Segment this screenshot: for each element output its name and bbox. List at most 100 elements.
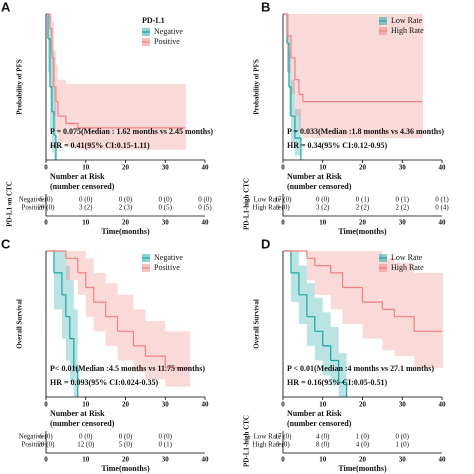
survival-step bbox=[105, 316, 119, 332]
panel-label: B bbox=[261, 0, 270, 14]
survival-step bbox=[298, 93, 304, 102]
panel-label: A bbox=[1, 0, 11, 14]
survival-step bbox=[394, 316, 415, 332]
survival-step bbox=[342, 286, 364, 303]
survival-step bbox=[51, 57, 55, 87]
confidence-band bbox=[105, 283, 118, 346]
x-tick-label: 20 bbox=[122, 401, 130, 409]
risk-cell: 0 (0) bbox=[119, 433, 133, 441]
annotation: P < 0.01(Median :4 months vs 27.1 months… bbox=[287, 364, 434, 373]
risk-axes bbox=[45, 431, 205, 454]
confidence-band bbox=[314, 251, 331, 295]
survival-step bbox=[55, 101, 59, 117]
risk-title: Number at Risk bbox=[50, 409, 105, 418]
survival-step bbox=[93, 301, 107, 317]
confidence-band bbox=[442, 272, 443, 368]
confidence-band bbox=[306, 283, 315, 346]
risk-cell: 2 (2) bbox=[356, 204, 370, 212]
risk-subtitle: (number censored) bbox=[287, 419, 352, 428]
x-tick-label: 0 bbox=[281, 401, 285, 409]
risk-x-tick-label: 10 bbox=[319, 219, 327, 227]
survival-step bbox=[294, 137, 302, 160]
survival-step bbox=[61, 294, 67, 317]
risk-cell: 1 (0) bbox=[356, 433, 370, 441]
risk-y-label: PD-L1-high CTC bbox=[243, 415, 251, 467]
risk-cell: 0 (0) bbox=[198, 196, 212, 204]
risk-x-tick-label: 30 bbox=[162, 456, 170, 464]
confidence-band bbox=[165, 331, 190, 387]
survival-step bbox=[117, 330, 135, 346]
x-tick-label: 30 bbox=[162, 164, 170, 172]
survival-step bbox=[298, 294, 308, 317]
risk-x-tick-label: 40 bbox=[202, 456, 210, 464]
y-axis-label: Probability of PFS bbox=[16, 59, 24, 115]
confidence-band bbox=[290, 251, 299, 303]
confidence-band bbox=[189, 331, 191, 387]
legend-label: High Rate bbox=[391, 263, 424, 272]
survival-step bbox=[85, 286, 95, 303]
survival-step bbox=[322, 345, 332, 361]
x-tick-label: 20 bbox=[359, 164, 367, 172]
x-tick-label: 20 bbox=[122, 164, 130, 172]
survival-step bbox=[283, 250, 292, 273]
confidence-band bbox=[49, 28, 52, 131]
survival-step bbox=[65, 122, 79, 128]
risk-x-tick-label: 40 bbox=[439, 219, 447, 227]
risk-x-tick-label: 0 bbox=[281, 456, 285, 464]
confidence-band bbox=[145, 321, 166, 380]
risk-subtitle: (number censored) bbox=[50, 182, 115, 191]
risk-row-label: Negative bbox=[19, 196, 44, 204]
risk-row-label: Positive bbox=[21, 204, 44, 212]
confidence-band bbox=[69, 280, 74, 383]
survival-step bbox=[362, 301, 383, 310]
risk-row-label: Low Rate bbox=[254, 433, 281, 441]
risk-x-label: Time(months) bbox=[101, 464, 150, 473]
confidence-band bbox=[133, 309, 146, 373]
confidence-band bbox=[330, 326, 339, 386]
x-tick-label: 10 bbox=[82, 401, 90, 409]
x-tick-label: 40 bbox=[439, 401, 447, 409]
risk-cell: 12 (0) bbox=[77, 441, 95, 449]
risk-cell: 0 (0) bbox=[79, 433, 93, 441]
legend-title: PD-L1 bbox=[142, 16, 165, 25]
annotation: P< 0.01(Median :4.5 months vs 11.75 mont… bbox=[50, 364, 205, 373]
risk-cell: 2 (2) bbox=[396, 204, 410, 212]
risk-subtitle: (number censored) bbox=[50, 419, 115, 428]
confidence-band bbox=[65, 265, 70, 361]
risk-cell: 0 (0) bbox=[396, 433, 410, 441]
risk-cell: 0 (1) bbox=[435, 196, 449, 204]
risk-y-label: PD-L1-high CTC bbox=[243, 178, 251, 230]
x-tick-label: 0 bbox=[44, 164, 48, 172]
x-tick-label: 20 bbox=[359, 401, 367, 409]
risk-x-tick-label: 30 bbox=[162, 219, 170, 227]
confidence-band bbox=[73, 309, 78, 397]
risk-row-label: High Rate bbox=[252, 204, 281, 212]
legend-label: High Rate bbox=[391, 26, 424, 35]
risk-x-tick-label: 0 bbox=[44, 456, 48, 464]
confidence-band bbox=[47, 14, 50, 73]
survival-step bbox=[145, 355, 166, 368]
survival-step bbox=[133, 345, 146, 357]
survival-step bbox=[47, 38, 51, 87]
confidence-band bbox=[117, 294, 134, 361]
legend-label: Positive bbox=[154, 37, 180, 46]
confidence-band bbox=[77, 84, 186, 150]
survival-step bbox=[53, 134, 57, 160]
risk-cell: 4 (0) bbox=[356, 441, 370, 449]
survival-step bbox=[65, 316, 71, 339]
annotation: HR = 0.093(95% CI:0.024-0.35) bbox=[50, 378, 158, 387]
risk-cell: 4 (0) bbox=[316, 433, 330, 441]
risk-row-label: Positive bbox=[21, 441, 44, 449]
legend-label: Low Rate bbox=[391, 253, 423, 262]
risk-cell: 0 (5) bbox=[159, 204, 173, 212]
risk-title: Number at Risk bbox=[287, 172, 342, 181]
survival-step bbox=[294, 250, 308, 259]
confidence-band bbox=[290, 79, 295, 143]
y-axis-label: Probability of PFS bbox=[253, 59, 261, 115]
survival-step bbox=[290, 115, 296, 139]
survival-step bbox=[338, 381, 348, 397]
confidence-band bbox=[55, 65, 58, 131]
risk-cell: 0 (4) bbox=[435, 204, 449, 212]
confidence-band bbox=[51, 50, 54, 153]
